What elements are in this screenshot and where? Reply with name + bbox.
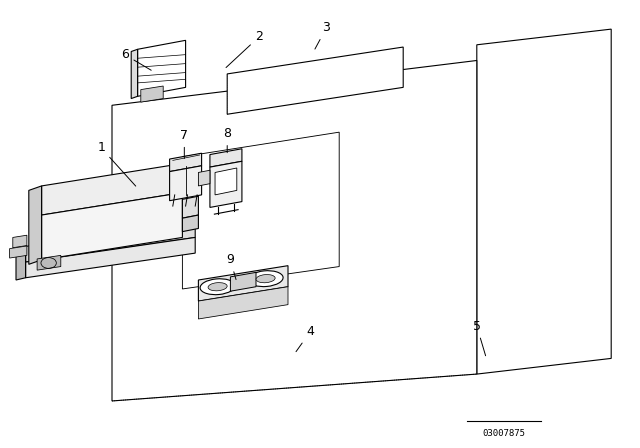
Ellipse shape <box>208 283 227 291</box>
Polygon shape <box>26 237 195 278</box>
Text: 6: 6 <box>121 48 151 70</box>
Polygon shape <box>198 266 288 301</box>
Text: 03007875: 03007875 <box>483 429 526 438</box>
Polygon shape <box>138 40 186 96</box>
Polygon shape <box>182 215 198 232</box>
Polygon shape <box>477 29 611 374</box>
Text: 3: 3 <box>315 21 330 49</box>
Polygon shape <box>112 60 477 401</box>
Polygon shape <box>131 49 138 99</box>
Ellipse shape <box>248 271 283 287</box>
Polygon shape <box>37 255 61 270</box>
Polygon shape <box>42 193 182 260</box>
Text: 8: 8 <box>223 127 231 153</box>
Polygon shape <box>182 196 198 218</box>
Polygon shape <box>210 161 242 207</box>
Text: 4: 4 <box>296 325 314 352</box>
Text: 5: 5 <box>473 319 486 356</box>
Polygon shape <box>29 186 42 264</box>
Text: 9: 9 <box>227 253 236 280</box>
Ellipse shape <box>256 275 275 283</box>
Text: 2: 2 <box>226 30 263 68</box>
Text: 1: 1 <box>97 141 136 186</box>
Polygon shape <box>16 249 26 280</box>
Polygon shape <box>170 166 202 201</box>
Polygon shape <box>170 153 202 172</box>
Polygon shape <box>198 170 210 186</box>
Polygon shape <box>13 235 27 248</box>
Polygon shape <box>141 86 163 102</box>
Polygon shape <box>215 168 237 195</box>
Polygon shape <box>26 222 195 262</box>
Ellipse shape <box>200 279 235 295</box>
Polygon shape <box>10 246 27 258</box>
Polygon shape <box>210 149 242 167</box>
Polygon shape <box>182 132 339 289</box>
Polygon shape <box>42 164 182 215</box>
Text: 7: 7 <box>180 129 188 159</box>
Polygon shape <box>198 287 288 319</box>
Polygon shape <box>227 47 403 114</box>
Polygon shape <box>230 272 256 291</box>
